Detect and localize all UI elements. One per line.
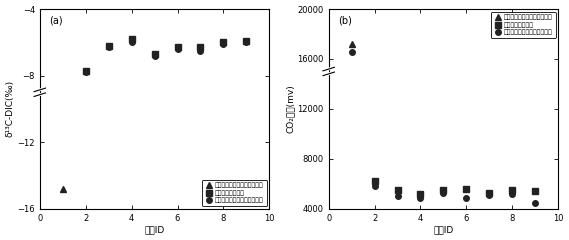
现场加入磷酸二氢锨饱和溶液 xyxy=(105,46,112,49)
现场加入磷酸二氢锨饱和溶液 xyxy=(371,185,378,188)
Line: 提前加入无水磷酸: 提前加入无水磷酸 xyxy=(83,36,249,73)
提前加入无水磷酸 xyxy=(532,190,539,193)
现场加入磷酸二氢锨饱和溶液 xyxy=(151,54,158,57)
提前加入无水磷酸 xyxy=(394,189,401,192)
提前加入无水磷酸 xyxy=(371,180,378,183)
Text: (b): (b) xyxy=(338,15,352,25)
现场加入磷酸二氢锨饱和溶液 xyxy=(463,196,470,199)
提前加入无水磷酸 xyxy=(417,192,424,195)
现场加入磷酸二氢锨饱和溶液 xyxy=(197,49,204,52)
现场加入磷酸二氢锨饱和溶液 xyxy=(440,191,447,194)
现场加入磷酸二氢锨饱和溶液 xyxy=(348,50,355,53)
Y-axis label: δ¹³C-DIC(‰): δ¹³C-DIC(‰) xyxy=(6,80,15,138)
现场加入磷酸二氢锨饱和溶液 xyxy=(509,192,516,195)
现场加入磷酸二氢锨饱和溶液 xyxy=(83,71,89,74)
提前加入无水磷酸 xyxy=(440,189,447,192)
提前加入无水磷酸 xyxy=(151,53,158,55)
Line: 提前加入无水磷酸: 提前加入无水磷酸 xyxy=(372,179,538,197)
提前加入无水磷酸 xyxy=(128,38,135,41)
Text: (a): (a) xyxy=(49,15,63,25)
提前加入无水磷酸 xyxy=(197,46,204,49)
现场加入磷酸二氢锨饱和溶液 xyxy=(394,195,401,198)
Line: 现场加入磷酸二氢锨饱和溶液: 现场加入磷酸二氢锨饱和溶液 xyxy=(349,49,538,205)
提前加入无水磷酸 xyxy=(105,44,112,47)
提前加入无水磷酸 xyxy=(509,189,516,192)
现场加入磷酸二氢锨饱和溶液 xyxy=(417,196,424,199)
X-axis label: 样品ID: 样品ID xyxy=(434,225,453,234)
现场加入磷酸二氢锨饱和溶液 xyxy=(243,41,250,44)
现场加入磷酸二氢锨饱和溶液 xyxy=(128,41,135,44)
现场加入磷酸二氢锨饱和溶液 xyxy=(174,48,181,50)
提前加入无水磷酸 xyxy=(220,41,227,44)
现场加入磷酸二氢锨饱和溶液 xyxy=(220,42,227,45)
提前加入无水磷酸 xyxy=(463,187,470,190)
X-axis label: 样品ID: 样品ID xyxy=(145,225,164,234)
提前加入无水磷酸 xyxy=(174,46,181,49)
提前加入无水磷酸 xyxy=(486,191,493,194)
Legend: 提前加入磷酸二氢锨饱和溶液, 提前加入无水磷酸, 现场加入磷酸二氢锨饱和溶液: 提前加入磷酸二氢锨饱和溶液, 提前加入无水磷酸, 现场加入磷酸二氢锨饱和溶液 xyxy=(490,12,556,38)
现场加入磷酸二氢锨饱和溶液 xyxy=(532,201,539,204)
提前加入无水磷酸 xyxy=(243,39,250,42)
Y-axis label: CO₂浓度(mv): CO₂浓度(mv) xyxy=(286,84,295,133)
Legend: 提前加入磷酸二氢锨饱和溶液, 提前加入无水磷酸, 现场加入磷酸二氢锨饱和溶液: 提前加入磷酸二氢锨饱和溶液, 提前加入无水磷酸, 现场加入磷酸二氢锨饱和溶液 xyxy=(202,180,267,206)
Line: 现场加入磷酸二氢锨饱和溶液: 现场加入磷酸二氢锨饱和溶液 xyxy=(83,40,249,75)
提前加入无水磷酸 xyxy=(83,69,89,72)
现场加入磷酸二氢锨饱和溶液 xyxy=(486,194,493,197)
